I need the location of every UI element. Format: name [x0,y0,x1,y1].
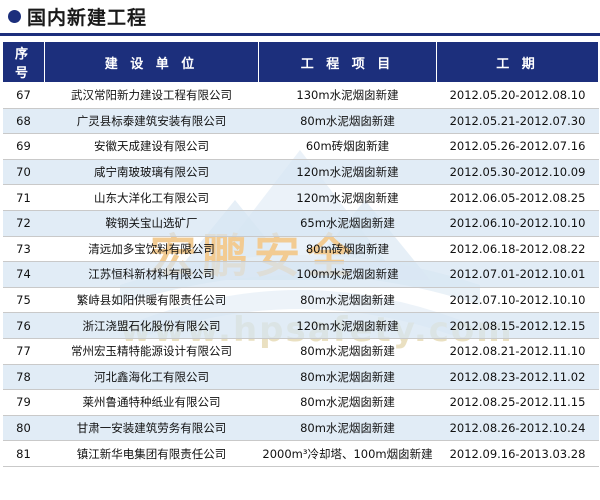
column-header-duration: 工 期 [436,41,599,83]
cell-unit: 河北鑫海化工有限公司 [44,364,259,391]
cell-duration: 2012.08.15-2012.12.15 [436,312,599,339]
cell-project: 80m水泥烟囱新建 [258,338,437,365]
cell-no: 79 [2,389,45,416]
cell-project: 80m水泥烟囱新建 [258,108,437,135]
cell-project: 60m砖烟囱新建 [258,133,437,160]
cell-duration: 2012.08.23-2012.11.02 [436,364,599,391]
cell-no: 80 [2,415,45,442]
table-row: 72 鞍钢关宝山选矿厂 65m水泥烟囱新建 2012.06.10-2012.10.10 [2,210,599,237]
cell-unit: 山东大洋化工有限公司 [44,184,259,211]
cell-duration: 2012.06.18-2012.08.22 [436,236,599,263]
cell-no: 75 [2,287,45,314]
table-row: 77 常州宏玉精特能源设计有限公司 80m水泥烟囱新建 2012.08.21-2012… [2,338,599,365]
cell-no: 78 [2,364,45,391]
cell-unit: 甘肃一安装建筑劳务有限公司 [44,415,259,442]
cell-unit: 武汉常阳新力建设工程有限公司 [44,82,259,109]
cell-no: 74 [2,261,45,288]
table-row: 69 安徽天成建设有限公司 60m砖烟囱新建 2012.05.26-2012.07.1… [2,133,599,160]
table-row: 68 广灵县标泰建筑安装有限公司 80m水泥烟囱新建 2012.05.21-2012.… [2,108,599,135]
cell-duration: 2012.05.21-2012.07.30 [436,108,599,135]
cell-project: 2000m³冷却塔、100m烟囱新建 [258,440,437,467]
table-row: 76 浙江浇盟石化股份有限公司 120m水泥烟囱新建 2012.08.15-2012.… [2,312,599,339]
table-row: 74 江苏恒科新材料有限公司 100m水泥烟囱新建 2012.07.01-2012.1… [2,261,599,288]
cell-project: 80m水泥烟囱新建 [258,287,437,314]
table-row: 67 武汉常阳新力建设工程有限公司 130m水泥烟囱新建 2012.05.20-201… [2,82,599,109]
project-table-wrapper: 序 号 建 设 单 位 工 程 项 目 工 期 67 武汉常阳新力建设工程有限公司… [0,36,600,467]
page-title: 国内新建工程 [27,7,148,29]
table-row: 81 镇江新华电集团有限责任公司 2000m³冷却塔、100m烟囱新建 2012.09… [2,440,599,467]
table-header-row: 序 号 建 设 单 位 工 程 项 目 工 期 [2,41,599,83]
table-row: 80 甘肃一安装建筑劳务有限公司 80m水泥烟囱新建 2012.08.26-2012.… [2,415,599,442]
cell-duration: 2012.05.30-2012.10.09 [436,159,599,186]
cell-project: 80m水泥烟囱新建 [258,415,437,442]
cell-unit: 镇江新华电集团有限责任公司 [44,440,259,467]
column-header-unit: 建 设 单 位 [44,41,259,83]
cell-project: 120m水泥烟囱新建 [258,184,437,211]
cell-no: 73 [2,236,45,263]
cell-project: 80m水泥烟囱新建 [258,389,437,416]
cell-unit: 安徽天成建设有限公司 [44,133,259,160]
cell-duration: 2012.06.05-2012.08.25 [436,184,599,211]
cell-no: 81 [2,440,45,467]
cell-unit: 浙江浇盟石化股份有限公司 [44,312,259,339]
cell-unit: 莱州鲁通特种纸业有限公司 [44,389,259,416]
cell-duration: 2012.06.10-2012.10.10 [436,210,599,237]
cell-unit: 清远加多宝饮料有限公司 [44,236,259,263]
cell-project: 65m水泥烟囱新建 [258,210,437,237]
table-row: 73 清远加多宝饮料有限公司 80m砖烟囱新建 2012.06.18-2012.08.… [2,236,599,263]
table-row: 75 繁峙县如阳供暖有限责任公司 80m水泥烟囱新建 2012.07.10-2012.… [2,287,599,314]
cell-no: 77 [2,338,45,365]
cell-project: 80m砖烟囱新建 [258,236,437,263]
cell-duration: 2012.05.20-2012.08.10 [436,82,599,109]
cell-project: 120m水泥烟囱新建 [258,312,437,339]
table-row: 70 咸宁南玻玻璃有限公司 120m水泥烟囱新建 2012.05.30-2012.10… [2,159,599,186]
project-table: 序 号 建 设 单 位 工 程 项 目 工 期 67 武汉常阳新力建设工程有限公司… [2,41,599,467]
table-row: 79 莱州鲁通特种纸业有限公司 80m水泥烟囱新建 2012.08.25-2012.1… [2,389,599,416]
cell-duration: 2012.07.10-2012.10.10 [436,287,599,314]
cell-unit: 鞍钢关宝山选矿厂 [44,210,259,237]
cell-project: 100m水泥烟囱新建 [258,261,437,288]
cell-duration: 2012.08.26-2012.10.24 [436,415,599,442]
table-row: 78 河北鑫海化工有限公司 80m水泥烟囱新建 2012.08.23-2012.11.… [2,364,599,391]
cell-no: 67 [2,82,45,109]
cell-no: 71 [2,184,45,211]
cell-unit: 常州宏玉精特能源设计有限公司 [44,338,259,365]
cell-unit: 繁峙县如阳供暖有限责任公司 [44,287,259,314]
cell-no: 72 [2,210,45,237]
cell-duration: 2012.09.16-2013.03.28 [436,440,599,467]
cell-no: 68 [2,108,45,135]
cell-duration: 2012.08.21-2012.11.10 [436,338,599,365]
cell-unit: 江苏恒科新材料有限公司 [44,261,259,288]
cell-no: 69 [2,133,45,160]
cell-unit: 咸宁南玻玻璃有限公司 [44,159,259,186]
cell-duration: 2012.08.25-2012.11.15 [436,389,599,416]
cell-project: 80m水泥烟囱新建 [258,364,437,391]
column-header-no: 序 号 [2,41,45,83]
filled-circle-icon [8,10,21,23]
table-body: 67 武汉常阳新力建设工程有限公司 130m水泥烟囱新建 2012.05.20-201… [2,82,599,467]
cell-duration: 2012.07.01-2012.10.01 [436,261,599,288]
cell-no: 76 [2,312,45,339]
cell-project: 120m水泥烟囱新建 [258,159,437,186]
cell-project: 130m水泥烟囱新建 [258,82,437,109]
cell-unit: 广灵县标泰建筑安装有限公司 [44,108,259,135]
column-header-project: 工 程 项 目 [258,41,437,83]
table-row: 71 山东大洋化工有限公司 120m水泥烟囱新建 2012.06.05-2012.08… [2,184,599,211]
cell-no: 70 [2,159,45,186]
cell-duration: 2012.05.26-2012.07.16 [436,133,599,160]
section-header: 国内新建工程 [0,0,600,36]
